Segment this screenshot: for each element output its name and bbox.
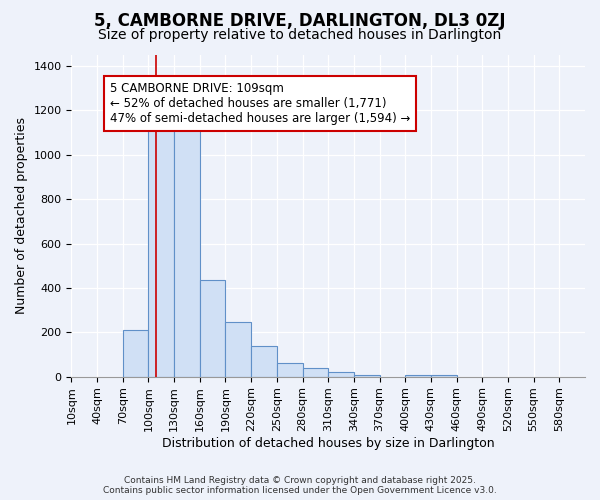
Bar [123,330,148,376]
Bar [405,374,431,376]
Bar [148,124,174,376]
Bar [302,368,328,376]
Text: 5, CAMBORNE DRIVE, DARLINGTON, DL3 0ZJ: 5, CAMBORNE DRIVE, DARLINGTON, DL3 0ZJ [94,12,506,30]
Bar [251,346,277,376]
Bar [200,280,226,376]
Text: Contains HM Land Registry data © Crown copyright and database right 2025.
Contai: Contains HM Land Registry data © Crown c… [103,476,497,495]
Bar [328,372,354,376]
Text: 5 CAMBORNE DRIVE: 109sqm
← 52% of detached houses are smaller (1,771)
47% of sem: 5 CAMBORNE DRIVE: 109sqm ← 52% of detach… [110,82,410,124]
X-axis label: Distribution of detached houses by size in Darlington: Distribution of detached houses by size … [162,437,494,450]
Bar [354,374,380,376]
Bar [174,128,200,376]
Text: Size of property relative to detached houses in Darlington: Size of property relative to detached ho… [98,28,502,42]
Bar [277,364,302,376]
Y-axis label: Number of detached properties: Number of detached properties [15,118,28,314]
Bar [226,322,251,376]
Bar [431,374,457,376]
